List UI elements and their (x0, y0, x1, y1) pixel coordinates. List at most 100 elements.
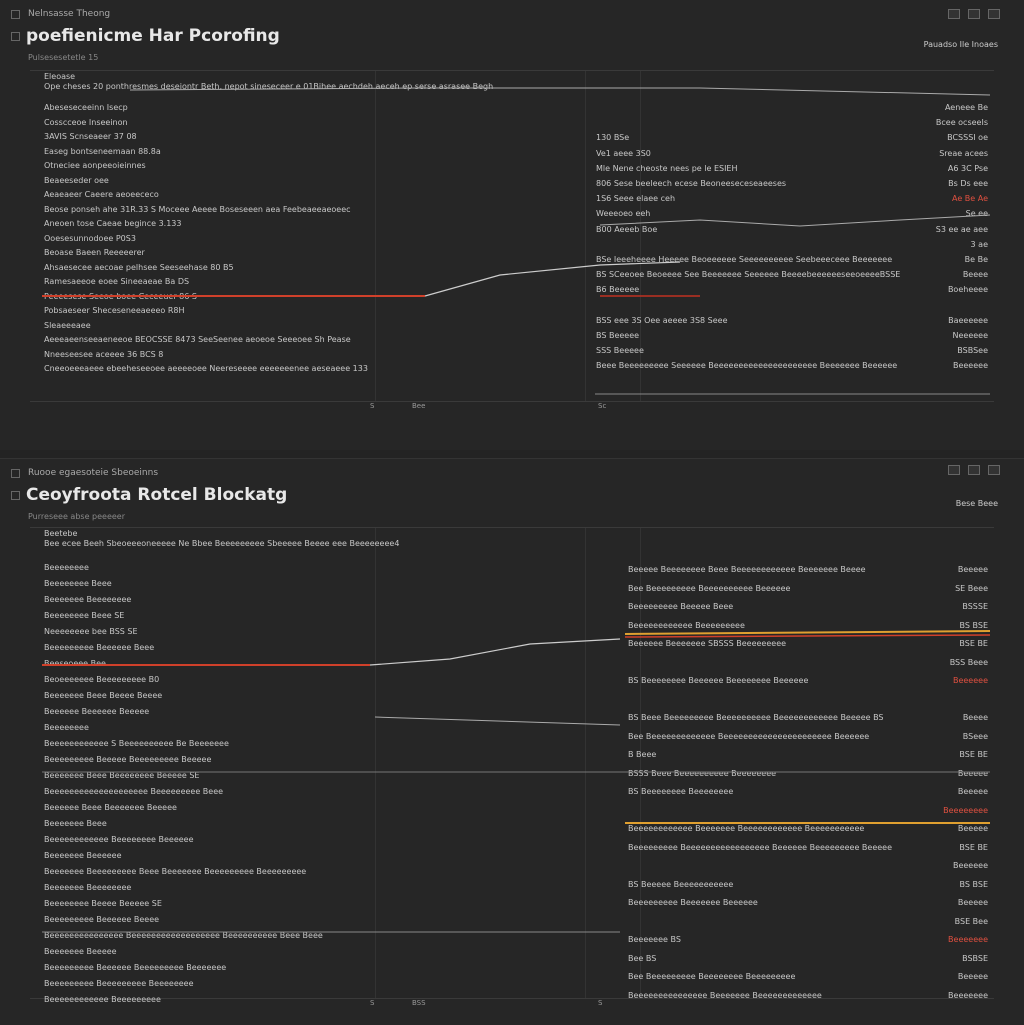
right-row-label: Bee BS (628, 953, 657, 963)
right-row-label: Weeeoeo eeh (596, 209, 651, 219)
maximize-button[interactable] (968, 465, 980, 475)
right-row-value: Beeeeeee (948, 935, 988, 944)
left-row-label: Beeeeeeee Beee SE (44, 611, 125, 620)
right-row-value: A6 3C Pse (947, 163, 988, 173)
left-row-label: Beeeeeee Beee Beeee Beeee (44, 691, 163, 700)
right-row-label: Beee Beeeeeeeee Seeeeee Beeeeeeeeeeeeeee… (596, 361, 898, 371)
yellow-bar (624, 630, 991, 635)
right-row-value: BSE Bee (954, 916, 988, 926)
left-row-label: Pobsaeseer Sheceseneeaeeeo R8H (44, 306, 185, 315)
right-row-label: BS Beeeee Beeeeeeeeeee (628, 879, 734, 889)
left-row-label: Beeseoeee Bee (44, 659, 106, 668)
gridline (585, 71, 586, 401)
left-row-label: Beeeeeeeeeeee Beeeeeeee Beeeeee (44, 835, 194, 844)
left-row-label: Ramesaeeoe eoee Sineeaeae Ba DS (44, 277, 190, 286)
right-row-value: Neeeeee (952, 331, 988, 340)
chart-area (30, 527, 994, 999)
gridline (375, 71, 376, 401)
panel-right-label: Bese Beee (955, 499, 998, 508)
left-row-label: Beeeeeee Beeeeee (44, 851, 122, 860)
right-row-label: Ve1 aeee 3S0 (596, 148, 651, 158)
right-row-value: Be Be (964, 255, 988, 264)
chart-header: Beetebe (44, 529, 78, 538)
title-icon (11, 491, 20, 500)
title-icon (11, 32, 20, 41)
left-row-label: 3AVIS Scnseaeer 37 08 (44, 132, 137, 141)
right-row-label: 1S6 Seee elaee ceh (596, 194, 676, 204)
right-row-value: Beeeeeee (948, 990, 988, 1000)
right-row-value: Beeeee (957, 898, 988, 907)
panel-title: Ceoyfroota Rotcel Blockatg (26, 485, 288, 505)
right-row-value: Beeeeee (952, 676, 988, 685)
right-row-value: Beeeeee (952, 361, 988, 371)
right-row-label: Beeeeeeeee Beeeee Beee (628, 602, 734, 611)
right-row-value: 3 ae (970, 239, 988, 249)
left-row-label: Aeeeaeenseeaeneeoe BEOCSSE 8473 SeeSeene… (44, 335, 351, 344)
panel-subtitle: Pulsesesetetle 15 (28, 53, 99, 62)
right-row-value: Beeeee (957, 787, 988, 796)
right-row-value: Boeheeee (947, 285, 988, 295)
left-row-label: Beeeeeeeee Beeeeee Beeeeeeeee Beeeeeee (44, 963, 227, 972)
minimize-button[interactable] (948, 9, 960, 19)
trend-line (599, 214, 991, 227)
left-row-label: Beeeeeee Beeeee (44, 947, 117, 956)
chart-area (30, 70, 994, 402)
left-row-label: Beeeeeeeeeeee Beeeeeeeee (44, 995, 161, 1004)
lead-text: Bee ecee Beeh Sbeoeeeoneeeee Ne Bbee Bee… (44, 539, 400, 548)
close-button[interactable] (988, 9, 1000, 19)
right-row-value: Baeeeeee (948, 315, 988, 325)
right-row-label: BS Beeeeeeee Beeeeee Beeeeeeee Beeeeee (628, 676, 809, 685)
panel-menu-icon[interactable] (11, 469, 20, 478)
right-row-value: Sreae acees (939, 148, 988, 158)
left-row-label: Beoeeeeeee Beeeeeeeee B0 (44, 675, 160, 684)
panel-right-label: Pauadso Ile Inoaes (923, 40, 998, 49)
maximize-button[interactable] (968, 9, 980, 19)
left-row-label: Beeeeeeeeeeee S Beeeeeeeeee Be Beeeeeee (44, 739, 229, 748)
left-row-label: Beeeeeee Beeeeeeeee Beee Beeeeeee Beeeee… (44, 867, 307, 876)
left-row-label: Ooesesunnodoee P0S3 (44, 233, 136, 243)
trend-line (424, 261, 681, 297)
left-row-label: Beeeeeeee (44, 563, 89, 572)
right-row-label: B00 Aeeeb Boe (596, 224, 658, 234)
trend-line (369, 638, 621, 666)
right-row-label: Beeeeeeeeeeeeeee Beeeeeee Beeeeeeeeeeeee (628, 990, 822, 1000)
axis-tick-label: Sc (598, 402, 607, 410)
right-row-label: Bee Beeeeeeeee Beeeeeeeeee Beeeeee (628, 583, 791, 593)
right-row-value: SE Beee (955, 583, 988, 593)
left-row-label: Beeeeeee Beee Beeeeeeee Beeeee SE (44, 771, 200, 780)
left-row-label: Beeeeeee Beeeeeeee (44, 883, 132, 892)
right-row-value: Beeeeee (952, 861, 988, 870)
right-row-label: SSS Beeeee (596, 346, 644, 356)
panel-title: poefienicme Har Pcorofing (26, 26, 280, 46)
panel-menu-icon[interactable] (11, 10, 20, 19)
right-row-value: BSS Beee (949, 657, 988, 667)
left-row-label: Ahsaesecee aecoae pelhsee Seeseehase 80 … (44, 262, 234, 272)
minimize-button[interactable] (948, 465, 960, 475)
gridline (640, 71, 641, 401)
right-row-value: BCSSSI oe (947, 133, 988, 143)
right-row-label: Beeeeeeeeeeee Beeeeeeeee (628, 620, 745, 630)
axis-tick-label: BSS (412, 999, 426, 1007)
panel-subtitle: Purreseee abse peeeeer (28, 512, 126, 521)
left-row-label: Beaeeseder oee (44, 175, 109, 185)
right-row-label: BSSS Beee Beeeeeeeeee Beeeeeeee (628, 768, 777, 778)
left-row-label: Beeeeeeeeeeeeeeeeeeee Beeeeeeeee Beee (44, 787, 224, 796)
right-row-value: BS BSE (959, 620, 988, 630)
right-row-label: Beeeeee Beeeeeee SBSSS Beeeeeeeee (628, 639, 787, 648)
right-row-label: BS Beeeee (596, 331, 640, 340)
left-row-label: Easeg bontseneemaan 88.8a (44, 146, 161, 156)
right-row-label: Beeeeeeeee Beeeeeee Beeeeee (628, 898, 758, 907)
left-row-label: Beeeeeeeee Beeeeee Beee (44, 643, 155, 652)
left-row-label: Beeeeeeee Beeee Beeeee SE (44, 899, 162, 908)
right-row-label: Beeeeeeeeeeee Beeeeeee Beeeeeeeeeeee Bee… (628, 824, 865, 833)
right-row-value: Ae Be Ae (951, 194, 988, 204)
close-button[interactable] (988, 465, 1000, 475)
right-row-label: BS Beeeeeeee Beeeeeeee (628, 787, 734, 796)
left-row-label: Beeeeeeeeeeeeeee Beeeeeeeeeeeeeeeeee Bee… (44, 931, 323, 940)
left-row-label: Beeeeeeeee Beeeee Beeeeeeeee Beeeee (44, 755, 212, 764)
right-row-value: Beeeee (957, 768, 988, 778)
right-row-label: Bee Beeeeeeeeeeeee Beeeeeeeeeeeeeeeeeeee… (628, 731, 870, 741)
panel-performance: Nelnsasse Theong poefienicme Har Pcorofin… (0, 0, 1024, 450)
right-row-label: Beeeee Beeeeeeee Beee Beeeeeeeeeeee Beee… (628, 565, 866, 574)
right-row-value: Beeee (962, 270, 988, 280)
